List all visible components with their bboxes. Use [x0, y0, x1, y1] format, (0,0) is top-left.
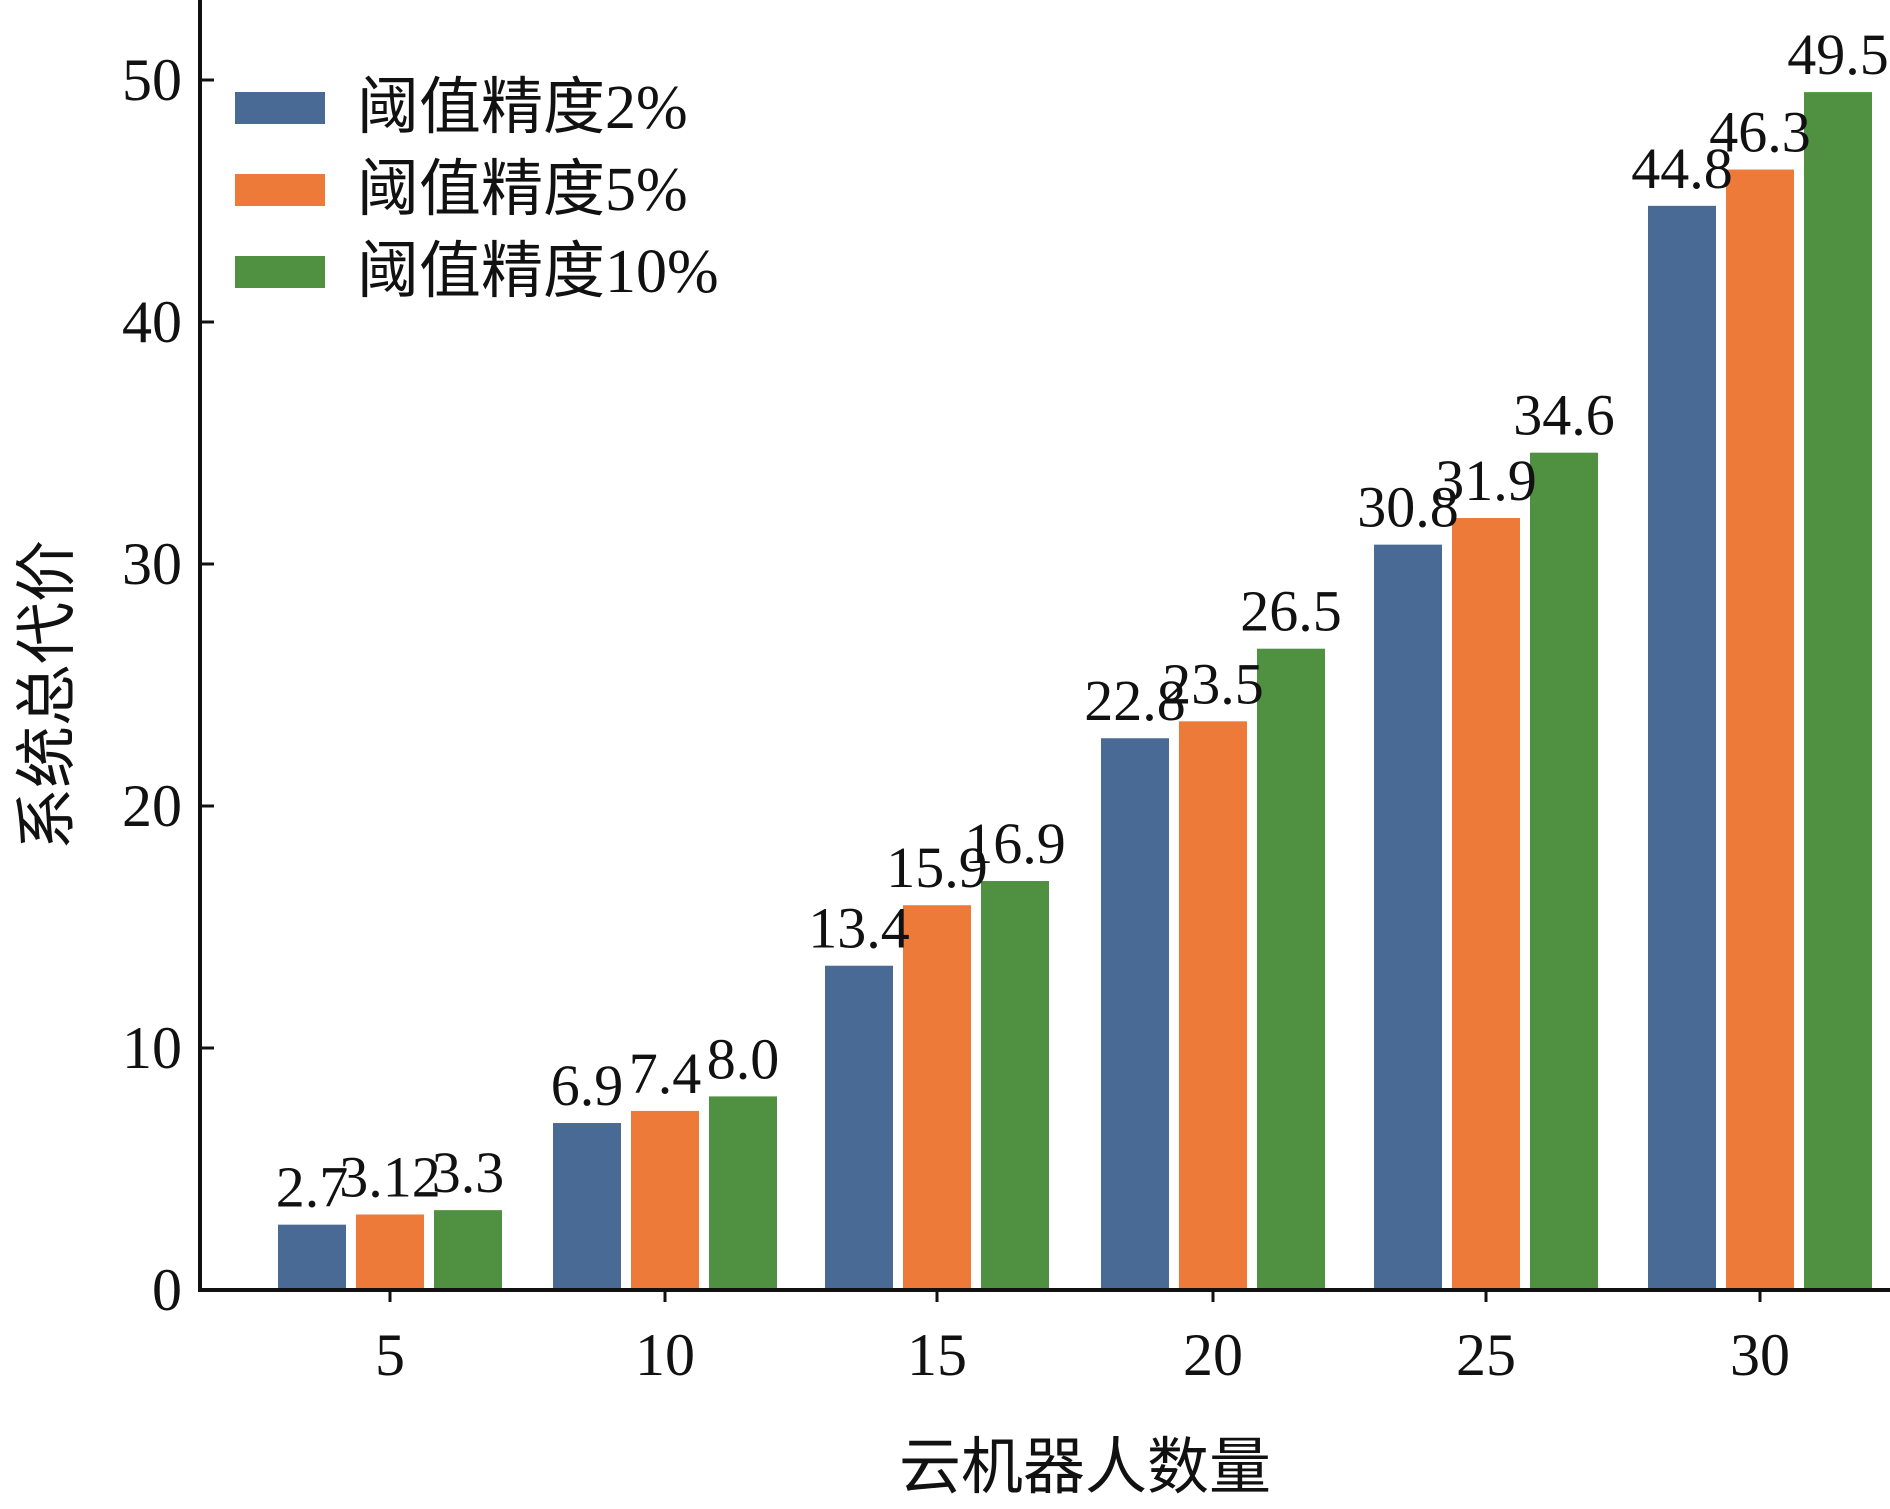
y-tick-label-40: 40	[122, 289, 182, 355]
bar-s0-15	[825, 965, 893, 1290]
x-tick-label-15: 15	[907, 1322, 967, 1388]
legend-swatch-2	[235, 256, 325, 288]
bar-s0-25	[1374, 544, 1442, 1290]
y-tick-label-30: 30	[122, 531, 182, 597]
bar-label-s0-15: 13.4	[808, 896, 910, 961]
legend: 阈值精度2% 阈值精度5% 阈值精度10%	[235, 74, 719, 306]
bar-label-s0-30: 44.8	[1631, 136, 1733, 201]
bar-s2-10	[709, 1096, 777, 1290]
legend-label-1: 阈值精度5%	[357, 156, 688, 224]
bar-s1-25	[1452, 518, 1520, 1290]
bar-label-s1-5: 3.12	[339, 1144, 441, 1209]
bar-label-s0-10: 6.9	[551, 1053, 624, 1118]
bar-label-s2-30: 49.5	[1787, 22, 1889, 87]
x-tick-label-20: 20	[1183, 1322, 1243, 1388]
x-tick-label-5: 5	[375, 1322, 405, 1388]
bar-label-s2-10: 8.0	[707, 1026, 780, 1091]
bar-s1-15	[903, 905, 971, 1290]
x-tick-label-10: 10	[635, 1322, 695, 1388]
y-ticks-group: 0 10 20 30 40 50	[122, 47, 214, 1323]
bar-s0-5	[278, 1224, 346, 1290]
bar-label-s2-20: 26.5	[1240, 579, 1342, 644]
y-tick-label-50: 50	[122, 47, 182, 113]
bar-label-s0-20: 22.8	[1084, 668, 1186, 733]
x-tick-label-30: 30	[1730, 1322, 1790, 1388]
x-axis-title: 云机器人数量	[899, 1434, 1271, 1502]
bar-s2-15	[981, 881, 1049, 1290]
bar-label-s0-25: 30.8	[1357, 475, 1459, 540]
bar-s1-5	[356, 1214, 424, 1290]
bar-s0-30	[1648, 205, 1716, 1291]
legend-label-0: 阈值精度2%	[357, 74, 688, 142]
legend-swatch-0	[235, 92, 325, 124]
bar-label-s2-25: 34.6	[1513, 383, 1615, 448]
bar-label-s2-5: 3.3	[432, 1140, 505, 1205]
bar-label-s1-15: 15.9	[886, 835, 988, 900]
bar-s1-10	[631, 1110, 699, 1290]
bars-group	[278, 92, 1872, 1291]
y-tick-label-20: 20	[122, 773, 182, 839]
bar-label-s1-25: 31.9	[1435, 448, 1537, 513]
y-axis-title: 系统总代价	[14, 540, 82, 850]
axes-group	[198, 0, 1890, 1292]
y-tick-label-10: 10	[122, 1015, 182, 1081]
bar-s0-20	[1101, 738, 1169, 1290]
bar-label-s1-20: 23.5	[1162, 651, 1264, 716]
x-ticks-group: 5 10 15 20 25 30	[375, 1290, 1790, 1388]
legend-label-2: 阈值精度10%	[357, 238, 719, 306]
bar-s1-30	[1726, 169, 1794, 1290]
bar-s0-10	[553, 1123, 621, 1290]
bar-s2-5	[434, 1210, 502, 1290]
bar-s2-25	[1530, 452, 1598, 1290]
bar-label-s0-5: 2.7	[276, 1155, 349, 1220]
bar-s1-20	[1179, 721, 1247, 1290]
bar-label-s1-30: 46.3	[1709, 100, 1811, 165]
legend-swatch-1	[235, 174, 325, 206]
bar-s2-30	[1804, 92, 1872, 1291]
y-tick-label-0: 0	[152, 1257, 182, 1323]
bar-labels-group: 2.73.123.3 6.9 7.4 8.0 13.415.916.9 22.823.5 2…	[276, 22, 1889, 1220]
bar-label-s1-10: 7.4	[629, 1041, 702, 1106]
x-tick-label-25: 25	[1456, 1322, 1516, 1388]
bar-label-s2-15: 16.9	[964, 811, 1066, 876]
bar-s2-20	[1257, 648, 1325, 1290]
